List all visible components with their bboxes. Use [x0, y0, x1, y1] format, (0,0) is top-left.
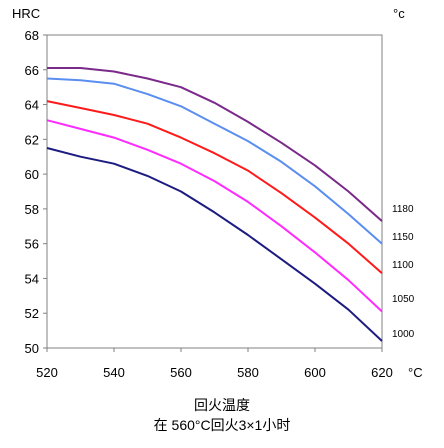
series-label-1100: 1100 [392, 260, 414, 271]
x-tick-label: 600 [304, 365, 326, 380]
series-label-1150: 1150 [392, 232, 414, 243]
series-line-1180 [47, 67, 383, 222]
series-labels: 1180 1150 1100 1050 1000 [392, 204, 415, 340]
y-tick-label: 52 [25, 306, 39, 321]
series-line-1100 [46, 100, 383, 274]
x-axis-ticks: 520 540 560 580 600 620 [36, 348, 393, 380]
series-line-1000 [46, 147, 383, 342]
y-tick-label: 64 [25, 98, 39, 113]
x-tick-label: 580 [237, 365, 259, 380]
x-tick-label: 520 [36, 365, 58, 380]
x-tick-label: 560 [170, 365, 192, 380]
plot-area [46, 34, 383, 349]
series-line-1050 [46, 119, 383, 313]
series-label-1000: 1000 [392, 329, 415, 340]
y-axis-label: HRC [12, 6, 40, 21]
chart-subtitle: 在 560°C回火3×1小时 [154, 417, 291, 433]
x-tick-label: 620 [371, 365, 393, 380]
y-tick-label: 56 [25, 237, 39, 252]
x-axis-unit: °C [408, 365, 423, 380]
series-label-1050: 1050 [392, 294, 415, 305]
series-lines [46, 67, 383, 342]
y-tick-label: 60 [25, 167, 39, 182]
series-label-1180: 1180 [392, 204, 414, 215]
x-tick-label: 540 [103, 365, 125, 380]
series-line-1150 [46, 77, 383, 245]
y-axis-ticks: 50 52 54 56 58 60 62 64 66 68 [25, 28, 47, 356]
right-unit-label: °c [393, 6, 405, 21]
y-tick-label: 68 [25, 28, 39, 43]
y-tick-label: 66 [25, 63, 39, 78]
y-tick-label: 50 [25, 341, 39, 356]
y-tick-label: 58 [25, 202, 39, 217]
y-tick-label: 62 [25, 132, 39, 147]
y-tick-label: 54 [25, 271, 39, 286]
x-axis-label: 回火温度 [194, 397, 250, 413]
